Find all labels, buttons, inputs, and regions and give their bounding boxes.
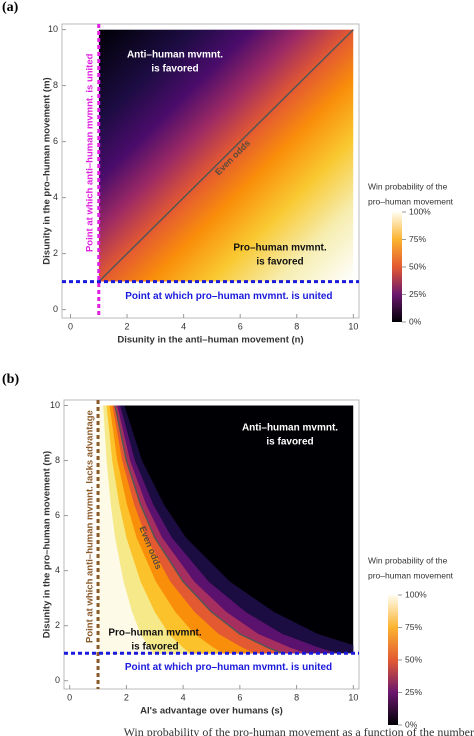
x-tick-label: 2 bbox=[125, 321, 130, 331]
x-tick-label: 10 bbox=[348, 692, 358, 702]
colorbar bbox=[392, 212, 402, 322]
y-tick-label: 0 bbox=[53, 304, 58, 314]
region-label: is favored bbox=[151, 64, 198, 75]
reference-label: Point at which pro–human mvmnt. is unite… bbox=[125, 662, 332, 673]
panel-label: (a) bbox=[2, 0, 19, 15]
x-tick-label: 8 bbox=[294, 692, 299, 702]
y-tick-label: 10 bbox=[48, 24, 58, 34]
colorbar-tick-label: 100% bbox=[409, 206, 431, 216]
panel-label: (b) bbox=[2, 372, 19, 387]
x-tick-label: 8 bbox=[294, 321, 299, 331]
caption: Win probability of the pro-human movemen… bbox=[124, 725, 474, 736]
x-tick-label: 2 bbox=[124, 692, 129, 702]
colorbar-tick-label: 0% bbox=[409, 316, 422, 326]
heatmap bbox=[98, 405, 354, 654]
x-tick-label: 6 bbox=[237, 692, 242, 702]
colorbar bbox=[388, 595, 398, 725]
plot-frame bbox=[61, 23, 360, 319]
y-tick-label: 4 bbox=[53, 192, 58, 202]
colorbar-title: pro–human movement bbox=[368, 570, 454, 580]
reference-label: Point at which anti–human mvmnt. is unit… bbox=[84, 53, 95, 252]
x-tick-label: 0 bbox=[67, 692, 72, 702]
reference-label: Point at which pro–human mvmnt. is unite… bbox=[125, 291, 332, 302]
region-label: is favored bbox=[256, 257, 303, 268]
x-tick-label: 6 bbox=[238, 321, 243, 331]
colorbar-tick-label: 25% bbox=[409, 289, 426, 299]
y-tick-label: 4 bbox=[55, 565, 60, 575]
x-tick-label: 4 bbox=[181, 321, 186, 331]
region-label: Anti–human mvmnt. bbox=[127, 50, 223, 61]
plot-frame bbox=[63, 399, 360, 690]
y-tick-label: 2 bbox=[53, 248, 58, 258]
colorbar-tick-label: 75% bbox=[405, 622, 422, 632]
y-axis-label: Disunity in the pro–human movement (m) bbox=[42, 451, 53, 638]
colorbar-tick-label: 50% bbox=[409, 261, 426, 271]
y-tick-label: 2 bbox=[55, 620, 60, 630]
y-axis-label: Disunity in the pro–human movement (m) bbox=[42, 77, 53, 264]
region-label: Anti–human mvmnt. bbox=[242, 423, 338, 434]
y-tick-label: 6 bbox=[53, 136, 58, 146]
colorbar-tick-label: 50% bbox=[405, 654, 422, 664]
region-label: Pro–human mvmnt. bbox=[108, 628, 202, 639]
x-tick-label: 4 bbox=[181, 692, 186, 702]
x-tick-label: 10 bbox=[348, 321, 358, 331]
colorbar-title: pro–human movement bbox=[368, 196, 454, 206]
heatmap-band bbox=[98, 405, 154, 654]
even-odds-line bbox=[114, 405, 283, 654]
y-tick-label: 0 bbox=[55, 675, 60, 685]
colorbar-tick-label: 75% bbox=[409, 234, 426, 244]
reference-label: Point at which anti–human mvmnt. lacks a… bbox=[85, 410, 96, 643]
colorbar-title: Win probability of the bbox=[368, 555, 448, 565]
region-label: Pro–human mvmnt. bbox=[233, 243, 327, 254]
region-label: is favored bbox=[131, 642, 178, 653]
region-label: is favored bbox=[266, 437, 313, 448]
x-axis-label: Disunity in the anti–human movement (n) bbox=[117, 335, 303, 346]
y-tick-label: 6 bbox=[55, 510, 60, 520]
y-tick-label: 8 bbox=[55, 455, 60, 465]
colorbar-title: Win probability of the bbox=[368, 181, 448, 191]
y-tick-label: 8 bbox=[53, 80, 58, 90]
x-axis-label: AI's advantage over humans (s) bbox=[140, 706, 283, 717]
colorbar-tick-label: 25% bbox=[405, 687, 422, 697]
y-tick-label: 10 bbox=[50, 400, 60, 410]
even-odds-line bbox=[98, 29, 354, 283]
colorbar-tick-label: 100% bbox=[405, 589, 427, 599]
colorbar-tick-label: 0% bbox=[405, 719, 418, 729]
x-tick-label: 0 bbox=[68, 321, 73, 331]
